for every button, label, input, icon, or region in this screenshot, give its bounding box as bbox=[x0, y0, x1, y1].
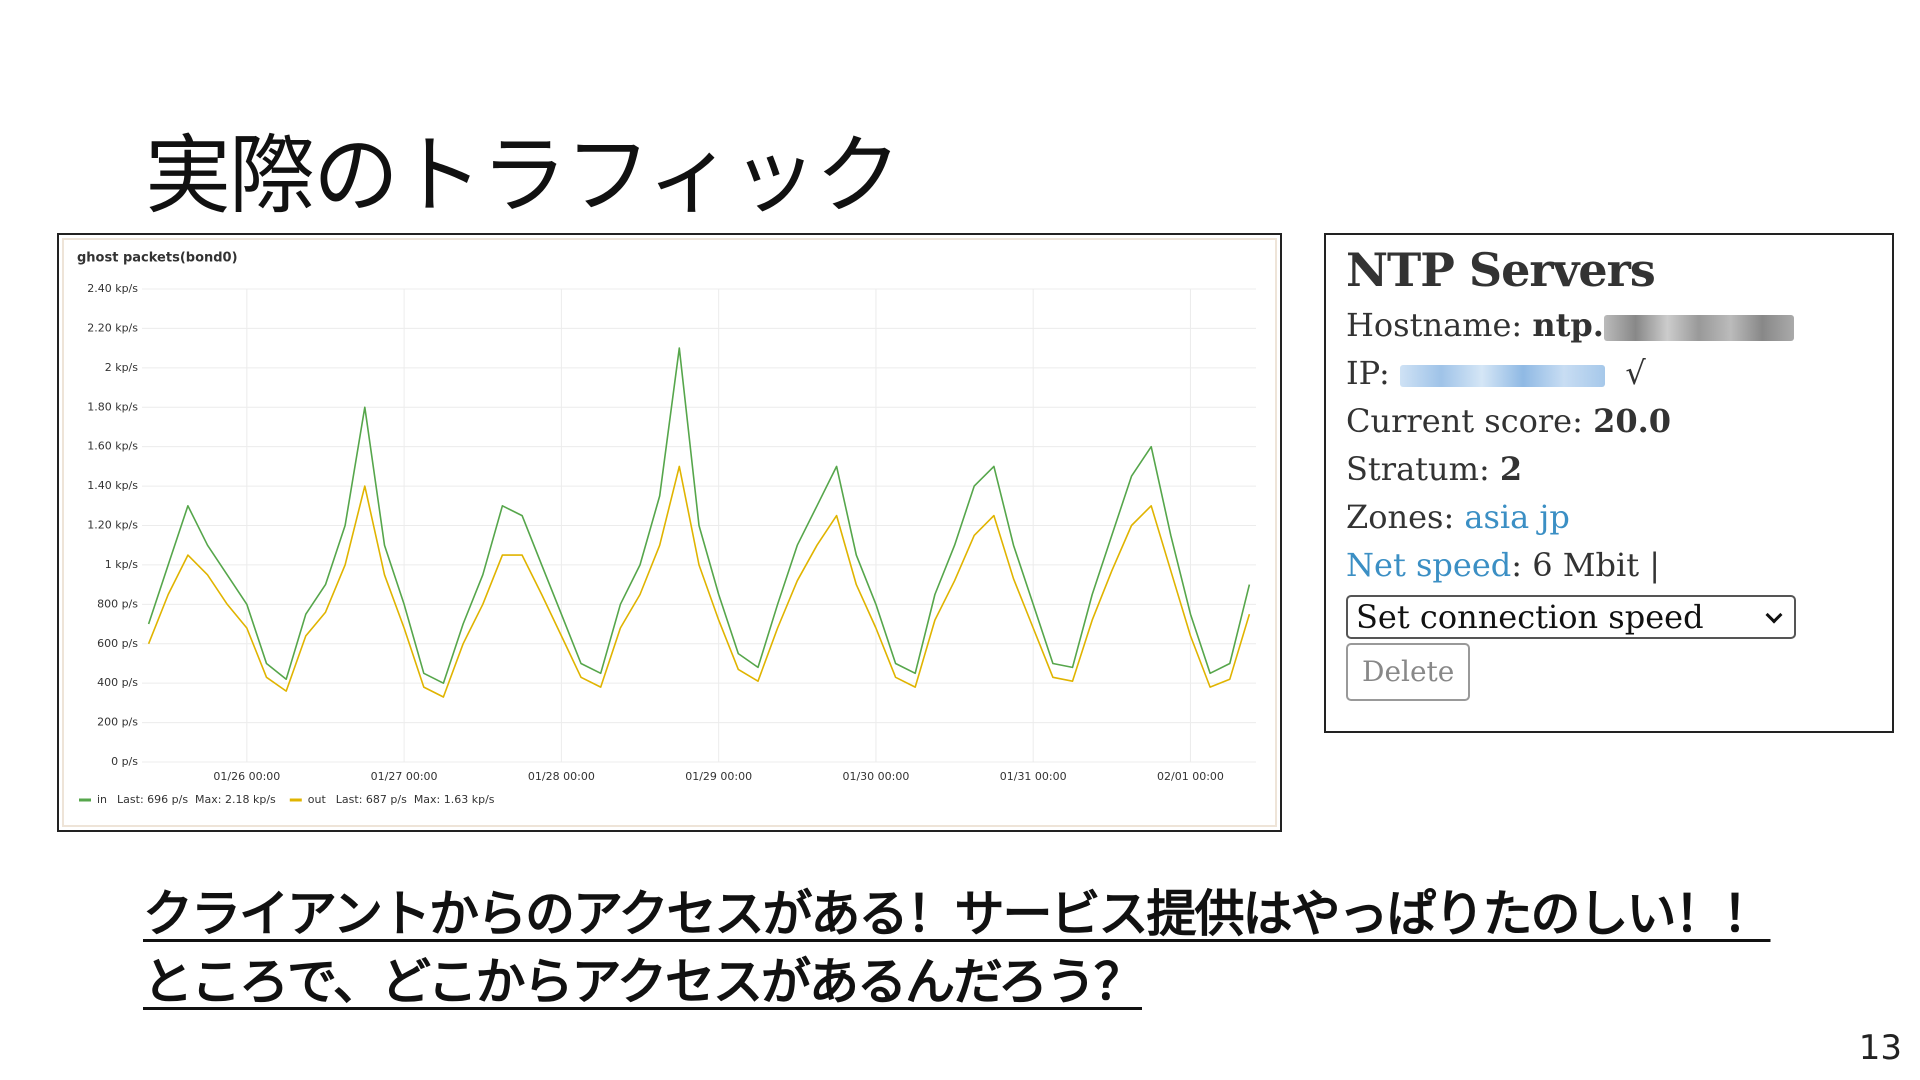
label: IP: bbox=[1346, 354, 1390, 392]
speed-select[interactable]: Set connection speed bbox=[1346, 595, 1796, 639]
page-number: 13 bbox=[1858, 1028, 1902, 1068]
stratum: 2 bbox=[1499, 450, 1523, 488]
y-tick-label: 1 kp/s bbox=[105, 558, 139, 571]
x-tick-label: 01/31 00:00 bbox=[1000, 770, 1067, 783]
message: クライアントからのアクセスがある！サービス提供はやっぱりたのしい！！ ところで、… bbox=[143, 880, 1772, 1016]
ntp-panel: NTP Servers Hostname: ntp. IP: √ Current… bbox=[1324, 233, 1894, 733]
y-tick-label: 600 p/s bbox=[97, 637, 138, 650]
legend-label: in bbox=[97, 793, 107, 806]
message-line: ところで、どこからアクセスがあるんだろう？ bbox=[143, 953, 1144, 1011]
zone-link[interactable]: asia bbox=[1464, 498, 1530, 536]
x-tick-label: 01/29 00:00 bbox=[685, 770, 752, 783]
score: 20.0 bbox=[1593, 402, 1671, 440]
chart-panel: ghost packets(bond0) 0 p/s 200 p/s 400 p/s… bbox=[57, 233, 1282, 832]
y-tick-label: 1.60 kp/s bbox=[87, 440, 138, 453]
x-tick-label: 01/26 00:00 bbox=[213, 770, 280, 783]
x-tick-label: 01/28 00:00 bbox=[528, 770, 595, 783]
ip-check: √ bbox=[1625, 354, 1646, 392]
score-row: Current score: 20.0 bbox=[1346, 397, 1872, 445]
label: Hostname: bbox=[1346, 306, 1523, 344]
blurred-ip bbox=[1399, 364, 1605, 387]
chart: ghost packets(bond0) 0 p/s 200 p/s 400 p/s… bbox=[62, 238, 1277, 827]
blurred-hostname bbox=[1603, 314, 1794, 341]
y-tick-label: 1.40 kp/s bbox=[87, 479, 138, 492]
slide-title: 実際のトラフィック bbox=[145, 126, 901, 226]
chart-title: ghost packets(bond0) bbox=[77, 251, 238, 266]
message-line: クライアントからのアクセスがある！サービス提供はやっぱりたのしい！！ bbox=[143, 885, 1772, 943]
delete-button[interactable]: Delete bbox=[1346, 643, 1471, 701]
ip-row: IP: √ bbox=[1346, 349, 1872, 397]
y-tick-label: 0 p/s bbox=[111, 755, 138, 768]
hostname: ntp. bbox=[1532, 306, 1604, 344]
net-speed-link[interactable]: Net speed bbox=[1346, 546, 1512, 584]
legend-stats: Last: 687 p/s Max: 1.63 kp/s bbox=[336, 793, 495, 806]
x-tick-label: 01/27 00:00 bbox=[371, 770, 438, 783]
label: Current score: bbox=[1346, 402, 1583, 440]
zone-link[interactable]: jp bbox=[1539, 498, 1570, 536]
y-tick-label: 1.80 kp/s bbox=[87, 400, 138, 413]
y-tick-label: 800 p/s bbox=[97, 597, 138, 610]
net-speed-row: Net speed: 6 Mbit | bbox=[1346, 541, 1872, 589]
stratum-row: Stratum: 2 bbox=[1346, 445, 1872, 493]
line-series bbox=[147, 465, 1251, 698]
x-tick-label: 02/01 00:00 bbox=[1157, 770, 1224, 783]
zones-row: Zones: asia jp bbox=[1346, 493, 1872, 541]
x-tick-label: 01/30 00:00 bbox=[842, 770, 909, 783]
y-tick-label: 2.20 kp/s bbox=[87, 321, 138, 334]
y-tick-label: 400 p/s bbox=[97, 676, 138, 689]
y-tick-label: 2 kp/s bbox=[105, 361, 139, 374]
y-tick-label: 1.20 kp/s bbox=[87, 519, 138, 532]
legend-stats: Last: 696 p/s Max: 2.18 kp/s bbox=[117, 793, 276, 806]
y-tick-label: 2.40 kp/s bbox=[87, 282, 138, 295]
net-speed: : 6 Mbit | bbox=[1511, 546, 1661, 584]
chart-frame bbox=[62, 238, 1277, 827]
line-series bbox=[147, 347, 1251, 684]
hostname-row: Hostname: ntp. bbox=[1346, 301, 1872, 349]
label: Zones: bbox=[1346, 498, 1455, 536]
y-tick-label: 200 p/s bbox=[97, 716, 138, 729]
legend-label: out bbox=[308, 793, 327, 806]
label: Stratum: bbox=[1346, 450, 1490, 488]
ntp-title: NTP Servers bbox=[1346, 243, 1656, 297]
